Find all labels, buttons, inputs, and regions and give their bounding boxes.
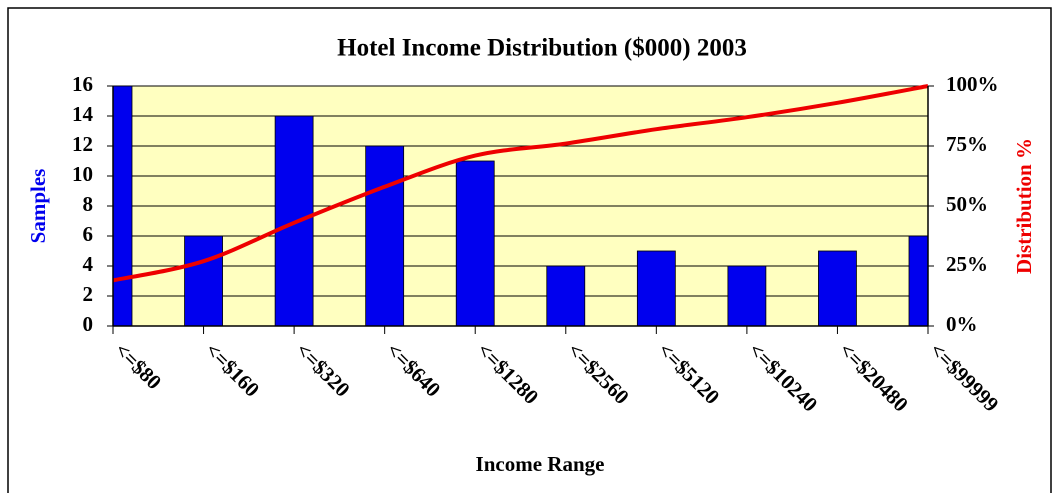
y-tick-label: 4	[83, 252, 94, 276]
y2-tick-label: 25%	[946, 252, 988, 276]
bar	[455, 160, 495, 327]
bar	[546, 265, 586, 327]
y2-axis-label: Distribution %	[1012, 138, 1036, 274]
cumulative-line	[112, 84, 929, 283]
y2-tick-label: 0%	[946, 312, 978, 336]
y-tick-label: 10	[72, 162, 93, 186]
y2-tick-label: 100%	[946, 72, 999, 96]
bar	[636, 250, 676, 327]
bar	[184, 235, 223, 327]
bar	[365, 145, 405, 327]
y-tick-label: 8	[83, 192, 94, 216]
bar	[818, 250, 857, 327]
bar	[908, 235, 928, 327]
y-tick-label: 14	[72, 102, 94, 126]
y-tick-label: 12	[72, 132, 93, 156]
y-axis-label: Samples	[26, 169, 50, 244]
y-tick-label: 2	[83, 282, 94, 306]
y-tick-label: 0	[83, 312, 94, 336]
y2-tick-label: 50%	[946, 192, 988, 216]
y2-tick-label: 75%	[946, 132, 988, 156]
chart-title: Hotel Income Distribution ($000) 2003	[337, 35, 747, 62]
bar	[727, 265, 767, 327]
x-axis-label: Income Range	[476, 452, 605, 476]
bar	[113, 85, 133, 327]
y-tick-label: 16	[72, 72, 93, 96]
y-tick-label: 6	[83, 222, 94, 246]
